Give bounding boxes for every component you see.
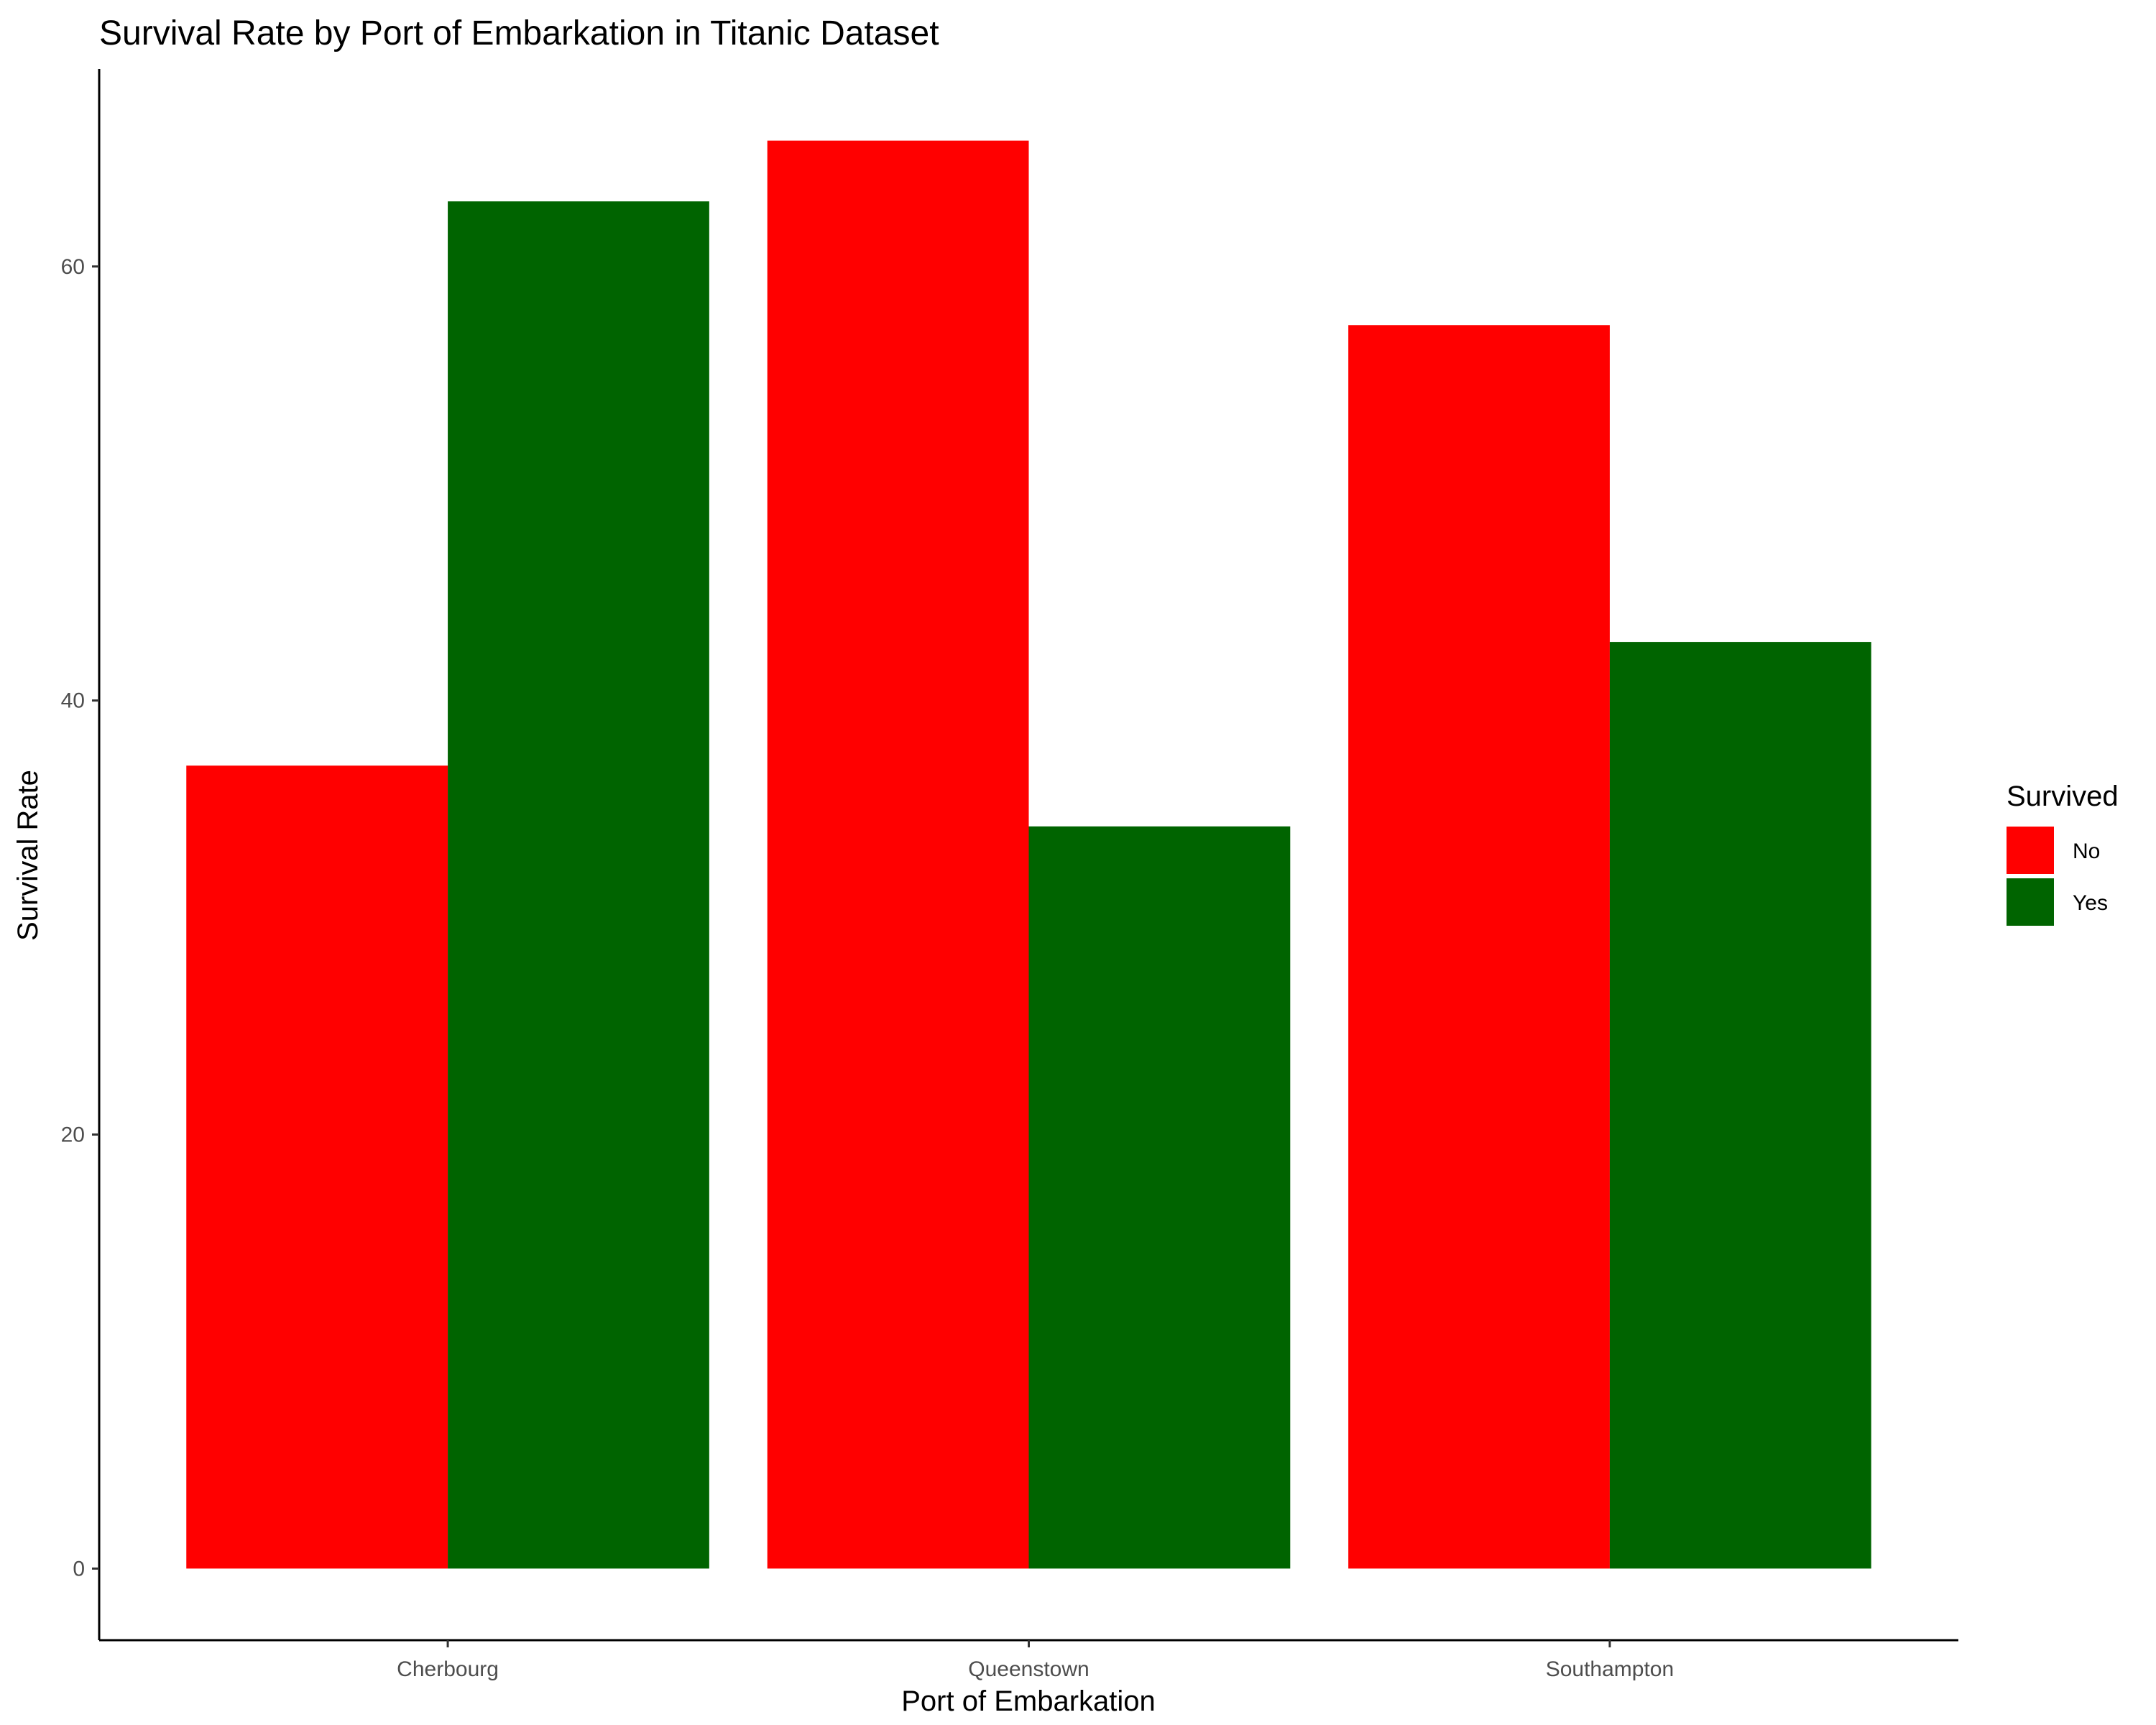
bars-group	[186, 140, 1871, 1569]
bar-southampton-yes	[1609, 642, 1871, 1569]
x-axis-title: Port of Embarkation	[901, 1685, 1156, 1717]
x-tick-label-cherbourg: Cherbourg	[397, 1657, 499, 1681]
y-tick-label-20: 20	[61, 1123, 85, 1146]
y-tick-label-40: 40	[61, 689, 85, 713]
legend-swatch-no	[2007, 827, 2054, 874]
y-tick-label-0: 0	[73, 1557, 85, 1581]
bar-cherbourg-no	[186, 765, 448, 1569]
legend-title: Survived	[2007, 781, 2119, 812]
chart-title: Survival Rate by Port of Embarkation in …	[99, 14, 939, 52]
bar-cherbourg-yes	[448, 201, 709, 1569]
y-axis-title: Survival Rate	[12, 770, 44, 941]
legend-label-yes: Yes	[2073, 891, 2108, 915]
bar-queenstown-no	[767, 140, 1029, 1569]
bar-queenstown-yes	[1028, 826, 1291, 1569]
legend: No Yes	[2007, 827, 2108, 926]
legend-label-no: No	[2073, 840, 2100, 863]
bar-southampton-no	[1348, 325, 1610, 1569]
x-tick-label-queenstown: Queenstown	[968, 1657, 1089, 1681]
legend-swatch-yes	[2007, 878, 2054, 926]
y-ticks-group: 0 20 40 60	[61, 255, 99, 1581]
y-tick-label-60: 60	[61, 255, 85, 279]
x-tick-label-southampton: Southampton	[1546, 1657, 1674, 1681]
x-ticks-group: Cherbourg Queenstown Southampton	[397, 1640, 1674, 1681]
